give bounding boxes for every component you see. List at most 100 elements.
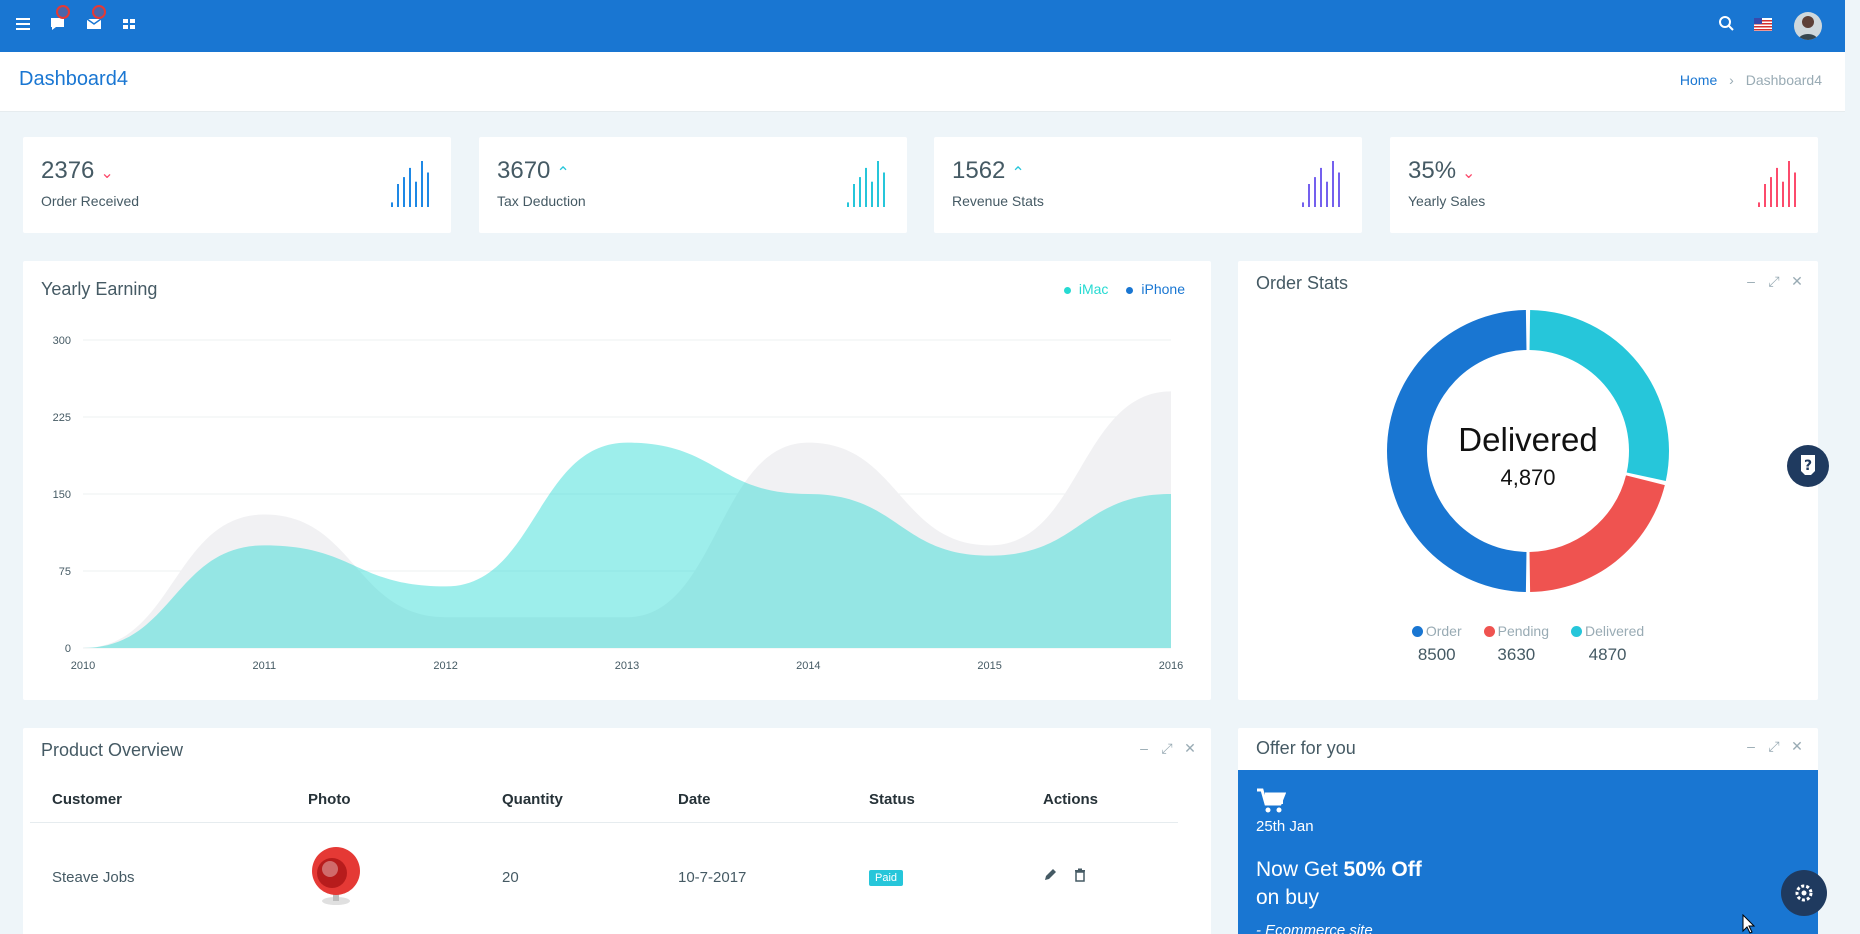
legend-dot xyxy=(1063,286,1071,294)
column-header-status: Status xyxy=(847,778,1021,823)
mouse-cursor-icon xyxy=(1742,914,1756,934)
legend-item-order[interactable]: Order 8500 xyxy=(1411,623,1462,665)
spark-bar xyxy=(1332,161,1334,207)
spark-bar xyxy=(1338,172,1340,207)
expand-icon[interactable]: ⤢ xyxy=(1768,738,1780,754)
donut-center-value: 4,870 xyxy=(1500,465,1556,490)
product-overview-card: Product Overview – ⤢ ✕ Customer Photo Qu… xyxy=(23,728,1211,934)
cell-customer: Steave Jobs xyxy=(52,868,135,886)
column-header-customer: Customer xyxy=(30,778,286,823)
x-tick-label: 2011 xyxy=(253,660,277,672)
x-tick-label: 2016 xyxy=(1159,660,1183,672)
notification-badge xyxy=(56,5,70,19)
close-icon[interactable]: ✕ xyxy=(1791,738,1803,754)
chevron-up-icon: ⌃ xyxy=(556,165,570,182)
cell-date: 10-7-2017 xyxy=(678,868,747,886)
stat-value: 1562 ⌃ xyxy=(952,157,1025,184)
x-tick-label: 2014 xyxy=(796,660,820,672)
edit-icon[interactable] xyxy=(1043,868,1057,886)
card-title: Product Overview xyxy=(41,740,184,760)
stat-card-order-received: 2376 ⌄ Order Received xyxy=(23,137,451,233)
legend-dot xyxy=(1126,286,1134,294)
menu-icon[interactable] xyxy=(13,13,35,35)
donut-slice-delivered[interactable] xyxy=(1529,310,1669,481)
minimize-icon[interactable]: – xyxy=(1747,738,1755,754)
legend-item-pending[interactable]: Pending 3630 xyxy=(1483,623,1549,665)
legend-item-imac[interactable]: iMac xyxy=(1063,281,1108,297)
spark-bar xyxy=(1302,202,1304,207)
card-title: Yearly Earning xyxy=(41,279,158,299)
column-header-quantity: Quantity xyxy=(480,778,656,823)
donut-center: Delivered 4,870 xyxy=(1238,421,1818,491)
legend-item-iphone[interactable]: iPhone xyxy=(1126,281,1185,297)
donut-slice-pending[interactable] xyxy=(1529,475,1665,592)
card-title: Order Stats xyxy=(1256,273,1349,293)
spark-bar xyxy=(859,177,861,207)
spark-bar xyxy=(427,172,429,207)
spark-bar xyxy=(1776,167,1778,207)
order-stats-donut xyxy=(1387,310,1669,592)
y-tick-label: 300 xyxy=(53,335,71,347)
x-tick-label: 2013 xyxy=(615,660,639,672)
sparkline-bars xyxy=(391,161,429,207)
spark-bar xyxy=(877,161,879,207)
spark-bar xyxy=(1314,177,1316,207)
stat-value: 2376 ⌄ xyxy=(41,157,114,184)
close-icon[interactable]: ✕ xyxy=(1791,273,1803,289)
offer-banner[interactable]: 25th Jan Now Get 50% Off on buy - Ecommer… xyxy=(1238,770,1818,934)
page-title-bar: Dashboard4 Home › Dashboard4 xyxy=(0,52,1845,112)
donut-slice-order[interactable] xyxy=(1387,310,1527,592)
offer-card: Offer for you – ⤢ ✕ 25th Jan Now Get 50%… xyxy=(1238,728,1818,934)
x-tick-label: 2015 xyxy=(977,660,1001,672)
spark-bar xyxy=(409,167,411,207)
legend-value: 8500 xyxy=(1417,645,1456,664)
sparkline-bars xyxy=(1302,161,1340,207)
spark-bar xyxy=(1764,184,1766,207)
gear-icon xyxy=(1795,884,1813,902)
flag-icon[interactable] xyxy=(1752,13,1774,35)
spark-bar xyxy=(1320,167,1322,207)
legend-value: 4870 xyxy=(1588,645,1627,664)
minimize-icon[interactable]: – xyxy=(1140,740,1148,756)
delete-icon[interactable] xyxy=(1073,868,1087,886)
minimize-icon[interactable]: – xyxy=(1747,273,1755,289)
settings-button[interactable] xyxy=(1781,870,1827,916)
notification-badge xyxy=(92,5,106,19)
question-icon: ? xyxy=(1801,455,1815,475)
stat-card-tax-deduction: 3670 ⌃ Tax Deduction xyxy=(479,137,907,233)
expand-icon[interactable]: ⤢ xyxy=(1161,740,1173,756)
area-series-imac xyxy=(83,442,1171,648)
svg-text:?: ? xyxy=(1804,458,1812,474)
chart-legend: iMac iPhone xyxy=(1063,281,1185,297)
stat-label: Tax Deduction xyxy=(497,193,586,209)
donut-legend: Order 8500 Pending 3630 Delivered 4870 xyxy=(1238,623,1818,665)
apps-icon[interactable] xyxy=(119,13,141,35)
x-tick-label: 2010 xyxy=(71,660,95,672)
chevron-up-icon: ⌃ xyxy=(1011,165,1025,182)
legend-item-delivered[interactable]: Delivered 4870 xyxy=(1571,623,1644,665)
expand-icon[interactable]: ⤢ xyxy=(1768,273,1780,289)
spark-bar xyxy=(1326,181,1328,207)
order-stats-card: Order Stats – ⤢ ✕ Delivered 4,870 Order … xyxy=(1238,261,1818,700)
breadcrumb-home-link[interactable]: Home xyxy=(1679,72,1718,88)
mail-icon[interactable] xyxy=(84,5,106,35)
comment-icon[interactable] xyxy=(48,5,70,35)
search-icon[interactable] xyxy=(1716,13,1738,35)
donut-center-title: Delivered xyxy=(1458,421,1598,458)
stat-value: 35% ⌄ xyxy=(1408,157,1476,184)
spark-bar xyxy=(403,177,405,207)
stat-card-yearly-sales: 35% ⌄ Yearly Sales xyxy=(1390,137,1818,233)
legend-dot xyxy=(1571,626,1583,637)
table-header-row: Customer Photo Quantity Date Status Acti… xyxy=(30,778,1178,823)
avatar[interactable] xyxy=(1794,12,1822,40)
cell-quantity: 20 xyxy=(502,868,519,886)
help-button[interactable]: ? xyxy=(1787,445,1829,487)
column-header-actions: Actions xyxy=(1021,778,1178,823)
close-icon[interactable]: ✕ xyxy=(1184,740,1196,756)
spark-bar xyxy=(1782,181,1784,207)
status-badge: Paid xyxy=(869,870,904,887)
shopping-cart-icon xyxy=(1257,788,1286,813)
spark-bar xyxy=(1794,172,1796,207)
y-tick-label: 225 xyxy=(53,412,71,424)
card-tools: – ⤢ ✕ xyxy=(1744,738,1804,755)
